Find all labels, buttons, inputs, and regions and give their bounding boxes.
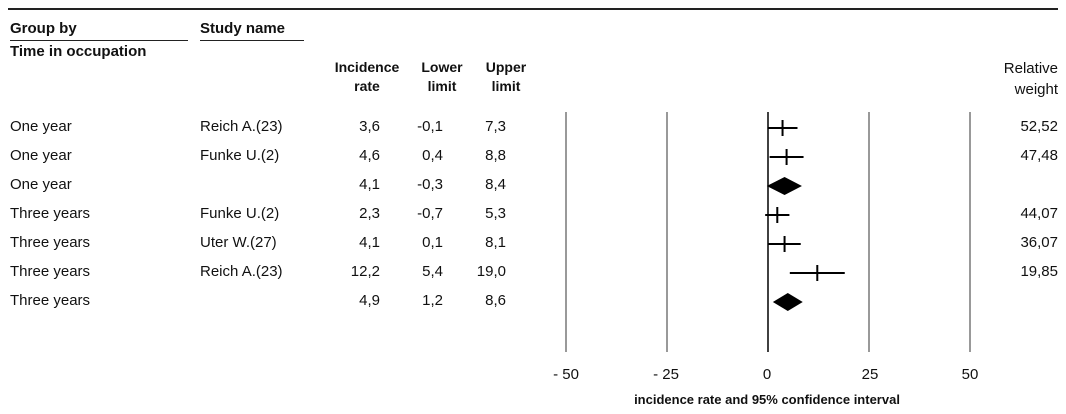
relative-weight-cell: 47,48 <box>1020 147 1058 164</box>
top-rule <box>8 8 1058 10</box>
lower-limit-header-line1: Lower <box>421 59 463 75</box>
lower-limit-cell: 5,4 <box>422 263 443 280</box>
rate-cell: 4,6 <box>359 147 380 164</box>
lower-limit-header-line2: limit <box>427 78 457 94</box>
group-cell: Three years <box>10 205 91 222</box>
upper-limit-cell: 19,0 <box>476 263 506 280</box>
x-tick-label: - 50 <box>553 366 579 383</box>
upper-limit-header-line1: Upper <box>485 59 527 75</box>
group-cell: One year <box>10 176 72 193</box>
summary-diamond <box>766 177 802 195</box>
upper-limit-cell: 8,8 <box>485 147 506 164</box>
upper-limit-cell: 8,4 <box>485 176 506 193</box>
upper-limit-cell: 8,6 <box>485 292 506 309</box>
upper-limit-cell: 8,1 <box>485 234 506 251</box>
rate-cell: 2,3 <box>359 205 380 222</box>
relative-weight-cell: 52,52 <box>1020 118 1058 135</box>
upper-limit-header: Upper limit <box>478 58 534 96</box>
x-tick-label: 0 <box>762 366 772 383</box>
study-cell: Funke U.(2) <box>200 147 280 164</box>
study-cell: Funke U.(2) <box>200 205 280 222</box>
study-cell: Reich A.(23) <box>200 263 283 280</box>
upper-limit-cell: 7,3 <box>485 118 506 135</box>
x-tick-label: - 25 <box>653 366 679 383</box>
lower-limit-cell: -0,1 <box>417 118 443 135</box>
relative-weight-cell: 44,07 <box>1020 205 1058 222</box>
x-axis-title: incidence rate and 95% confidence interv… <box>634 392 900 407</box>
lower-limit-cell: -0,3 <box>417 176 443 193</box>
rate-cell: 3,6 <box>359 118 380 135</box>
group-cell: Three years <box>10 234 91 251</box>
study-cell: Uter W.(27) <box>200 234 277 251</box>
relative-weight-header-line2: weight <box>1014 81 1058 98</box>
x-tick-label: 50 <box>961 366 979 383</box>
x-tick-label: 25 <box>861 366 879 383</box>
lower-limit-cell: -0,7 <box>417 205 443 222</box>
rate-cell: 4,9 <box>359 292 380 309</box>
incidence-rate-header-line2: rate <box>354 78 380 94</box>
lower-limit-cell: 0,1 <box>422 234 443 251</box>
incidence-rate-header: Incidence rate <box>326 58 408 96</box>
subgroup-header: Time in occupation <box>10 43 147 60</box>
group-cell: One year <box>10 147 72 164</box>
incidence-rate-header-line1: Incidence <box>334 59 400 75</box>
upper-limit-cell: 5,3 <box>485 205 506 222</box>
relative-weight-header: Relative weight <box>960 58 1058 100</box>
relative-weight-cell: 36,07 <box>1020 234 1058 251</box>
lower-limit-header: Lower limit <box>414 58 470 96</box>
study-cell: Reich A.(23) <box>200 118 283 135</box>
group-cell: One year <box>10 118 72 135</box>
upper-limit-header-line2: limit <box>491 78 521 94</box>
group-cell: Three years <box>10 263 91 280</box>
relative-weight-header-line1: Relative <box>1003 60 1058 77</box>
relative-weight-cell: 19,85 <box>1020 263 1058 280</box>
rate-cell: 4,1 <box>359 176 380 193</box>
group-by-header: Group by <box>10 20 77 37</box>
lower-limit-cell: 0,4 <box>422 147 443 164</box>
rate-cell: 12,2 <box>350 263 380 280</box>
lower-limit-cell: 1,2 <box>422 292 443 309</box>
group-cell: Three years <box>10 292 91 309</box>
study-name-header: Study name <box>200 20 286 37</box>
study-name-underline <box>200 40 304 41</box>
summary-diamond <box>772 293 803 311</box>
rate-cell: 4,1 <box>359 234 380 251</box>
group-by-underline <box>10 40 188 41</box>
